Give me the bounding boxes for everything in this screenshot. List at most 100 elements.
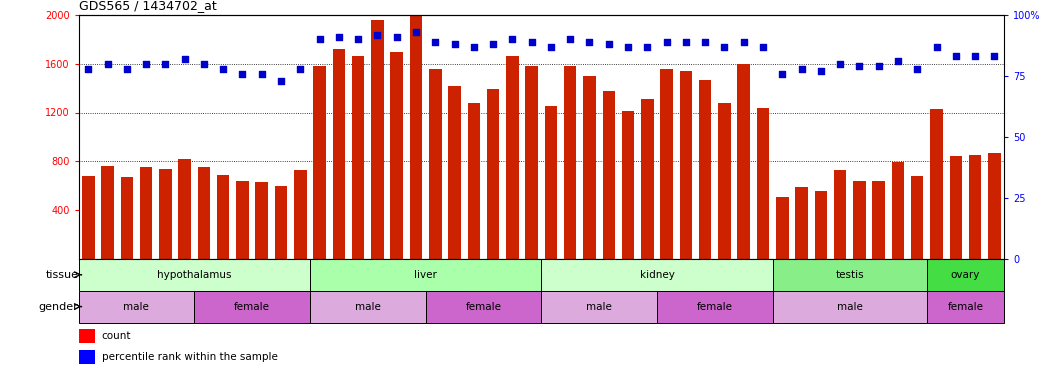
Bar xyxy=(79,291,194,322)
Point xyxy=(639,44,656,50)
Bar xyxy=(834,170,847,259)
Text: gender: gender xyxy=(39,302,79,312)
Text: ovary: ovary xyxy=(951,270,980,280)
Bar xyxy=(657,291,772,322)
Point xyxy=(812,68,829,74)
Bar xyxy=(449,86,461,259)
Bar xyxy=(772,291,926,322)
Point xyxy=(369,32,386,38)
Bar xyxy=(795,187,808,259)
Point xyxy=(311,36,328,42)
Point xyxy=(677,39,694,45)
Bar xyxy=(79,259,310,291)
Point xyxy=(793,66,810,72)
Bar xyxy=(660,69,673,259)
Bar xyxy=(371,20,384,259)
Point xyxy=(523,39,540,45)
Bar xyxy=(814,190,827,259)
Bar xyxy=(82,176,94,259)
Point xyxy=(100,61,116,67)
Point xyxy=(697,39,714,45)
Bar xyxy=(718,103,730,259)
Bar xyxy=(102,166,114,259)
Point xyxy=(234,70,250,76)
Point xyxy=(716,44,733,50)
Point xyxy=(947,54,964,60)
Bar xyxy=(429,69,441,259)
Bar xyxy=(699,80,712,259)
Point xyxy=(292,66,309,72)
Bar xyxy=(159,169,172,259)
Bar xyxy=(236,181,248,259)
Bar xyxy=(487,89,499,259)
Point xyxy=(408,29,424,35)
Text: male: male xyxy=(355,302,380,312)
Point xyxy=(427,39,443,45)
Bar xyxy=(926,291,1004,322)
Text: female: female xyxy=(697,302,733,312)
Bar xyxy=(911,176,923,259)
Text: tissue: tissue xyxy=(46,270,79,280)
Point xyxy=(619,44,636,50)
Bar xyxy=(541,259,772,291)
Bar xyxy=(621,111,634,259)
Bar xyxy=(641,99,654,259)
Text: female: female xyxy=(234,302,270,312)
Bar xyxy=(584,76,595,259)
Point xyxy=(157,61,174,67)
Point xyxy=(254,70,270,76)
Bar xyxy=(679,71,692,259)
Point xyxy=(485,41,502,47)
Bar xyxy=(776,196,788,259)
Text: hypothalamus: hypothalamus xyxy=(157,270,232,280)
Bar xyxy=(310,259,541,291)
Bar xyxy=(545,106,558,259)
Bar xyxy=(853,181,866,259)
Bar xyxy=(194,291,310,322)
Bar xyxy=(988,153,1001,259)
Bar xyxy=(872,181,885,259)
Point xyxy=(851,63,868,69)
Bar xyxy=(313,66,326,259)
Point xyxy=(601,41,617,47)
Bar xyxy=(603,91,615,259)
Text: GDS565 / 1434702_at: GDS565 / 1434702_at xyxy=(79,0,216,12)
Bar xyxy=(294,170,307,259)
Point xyxy=(909,66,925,72)
Point xyxy=(350,36,367,42)
Point xyxy=(562,36,578,42)
Point xyxy=(465,44,482,50)
Bar xyxy=(757,108,769,259)
Bar xyxy=(79,329,95,343)
Text: male: male xyxy=(124,302,150,312)
Bar xyxy=(410,16,422,259)
Bar xyxy=(198,167,211,259)
Bar xyxy=(467,103,480,259)
Bar xyxy=(275,186,287,259)
Bar xyxy=(525,66,538,259)
Point xyxy=(581,39,597,45)
Bar xyxy=(391,52,403,259)
Point xyxy=(176,56,193,62)
Point xyxy=(755,44,771,50)
Bar xyxy=(79,350,95,364)
Text: female: female xyxy=(947,302,983,312)
Point xyxy=(890,58,907,64)
Bar xyxy=(425,291,541,322)
Bar xyxy=(564,66,576,259)
Bar xyxy=(139,167,152,259)
Bar xyxy=(310,291,425,322)
Bar xyxy=(541,291,657,322)
Point xyxy=(137,61,154,67)
Point xyxy=(272,78,289,84)
Bar xyxy=(352,57,365,259)
Bar xyxy=(256,182,268,259)
Text: kidney: kidney xyxy=(639,270,675,280)
Bar xyxy=(772,259,926,291)
Point xyxy=(330,34,347,40)
Point xyxy=(736,39,752,45)
Bar xyxy=(121,177,133,259)
Bar xyxy=(968,155,981,259)
Point xyxy=(658,39,675,45)
Bar xyxy=(926,259,1004,291)
